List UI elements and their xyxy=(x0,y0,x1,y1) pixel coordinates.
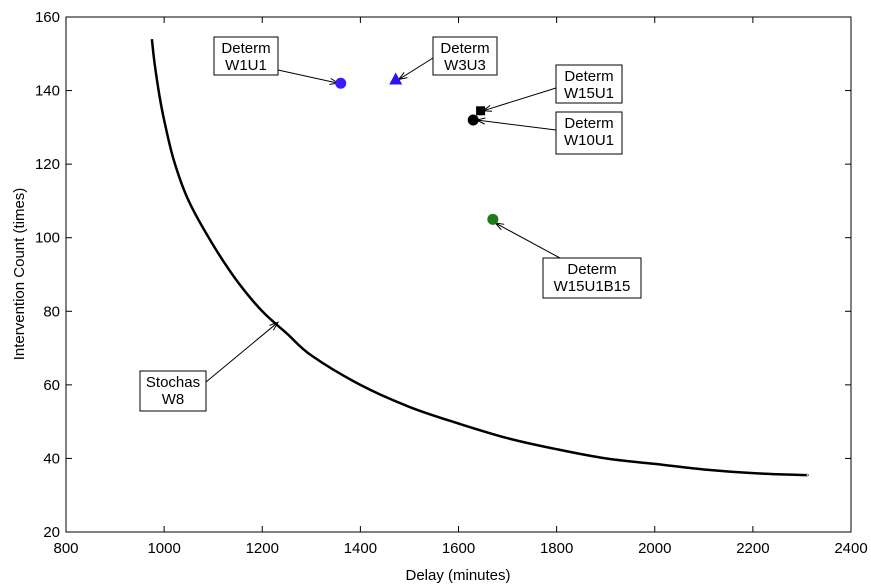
annotation-line2: W15U1 xyxy=(564,85,614,102)
y-tick-label: 100 xyxy=(35,230,60,247)
annotation-line1: Determ xyxy=(564,68,613,85)
y-tick-label: 160 xyxy=(35,9,60,26)
x-tick-label: 800 xyxy=(53,540,78,557)
plot-area xyxy=(65,16,852,533)
annotation-line1: Determ xyxy=(567,261,616,278)
annotation-line2: W3U3 xyxy=(444,57,486,74)
data-point-1 xyxy=(389,72,403,85)
annotation-line1: Determ xyxy=(221,40,270,57)
y-tick-label: 120 xyxy=(35,156,60,173)
series-curve-stochas-w8 xyxy=(150,38,809,477)
x-tick-label: 1400 xyxy=(344,540,377,557)
annotation-box xyxy=(555,111,623,155)
annotation-line2: W8 xyxy=(162,391,185,408)
annotation-box xyxy=(139,370,207,412)
annotation-box xyxy=(432,36,498,76)
y-tick-label: 40 xyxy=(43,450,60,467)
x-tick-label: 1000 xyxy=(147,540,180,557)
data-point-2 xyxy=(476,106,486,116)
annotation-line2: W1U1 xyxy=(225,57,267,74)
annotation-line2: W15U1B15 xyxy=(554,278,631,295)
annotation-line1: Determ xyxy=(440,40,489,57)
y-axis-label: Intervention Count (times) xyxy=(11,188,28,361)
data-point-3 xyxy=(467,114,479,126)
x-tick-label: 1600 xyxy=(442,540,475,557)
data-point-4 xyxy=(487,213,499,225)
y-tick-label: 60 xyxy=(43,377,60,394)
x-tick-label: 2400 xyxy=(834,540,867,557)
y-tick-label: 140 xyxy=(35,83,60,100)
annotation-line2: W10U1 xyxy=(564,132,614,149)
x-tick-label: 2000 xyxy=(638,540,671,557)
x-tick-label: 1200 xyxy=(246,540,279,557)
annotation-arrow-5 xyxy=(205,321,280,383)
annotation-box xyxy=(542,257,642,299)
y-tick-label: 80 xyxy=(43,303,60,320)
annotation-line1: Determ xyxy=(564,115,613,132)
x-axis-label: Delay (minutes) xyxy=(405,567,510,584)
annotation-box xyxy=(555,64,623,104)
x-tick-label: 2200 xyxy=(736,540,769,557)
x-tick-label: 1800 xyxy=(540,540,573,557)
data-point-0 xyxy=(335,77,347,89)
annotation-box xyxy=(213,36,279,76)
annotation-line1: Stochas xyxy=(146,374,200,391)
y-tick-label: 20 xyxy=(43,524,60,541)
